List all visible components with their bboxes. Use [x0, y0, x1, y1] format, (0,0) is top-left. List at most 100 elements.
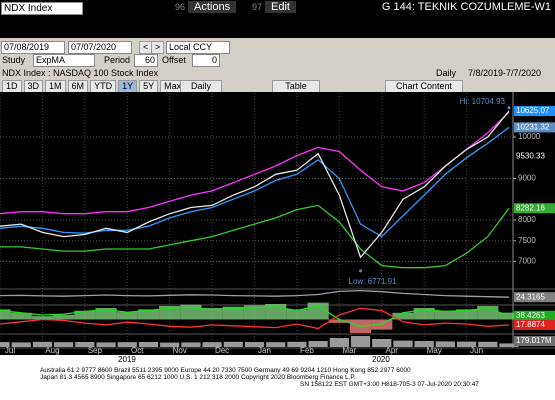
- next-button[interactable]: >: [151, 41, 165, 54]
- volume-bar: [138, 342, 159, 347]
- histogram-bar: [10, 312, 32, 320]
- footer: Australia 61 2 9777 8600 Brazil 5511 239…: [0, 355, 555, 400]
- histogram-bar: [434, 310, 456, 320]
- volume-bar: [54, 342, 74, 347]
- volume-bar: [244, 342, 265, 347]
- value-tag-label: 24.3165: [516, 292, 545, 301]
- volume-bar: [202, 342, 222, 347]
- volume-bar: [478, 341, 498, 347]
- series-line: [0, 289, 510, 298]
- year-label: 2020: [372, 355, 390, 364]
- x-tick-label: Apr: [386, 346, 399, 355]
- histogram-bar: [328, 319, 350, 323]
- value-tag-label: 8282.16: [516, 203, 545, 212]
- volume-bar: [32, 341, 53, 347]
- value-tag: [514, 336, 555, 346]
- volume-bar: [223, 341, 243, 347]
- series-line: [0, 126, 510, 238]
- offset-label: Offset: [162, 55, 186, 65]
- ticker-input[interactable]: NDX Index: [1, 2, 83, 15]
- period-label: Period: [104, 55, 131, 65]
- footer-line: Japan 81 3 4565 8900 Singapore 65 6212 1…: [40, 374, 356, 381]
- volume-bar: [308, 341, 328, 347]
- period-input[interactable]: 60: [134, 54, 158, 67]
- date-range: 7/8/2019-7/7/2020: [468, 68, 542, 78]
- histogram-bar: [286, 309, 308, 320]
- menu-number: 97: [252, 2, 263, 12]
- x-tick-label: Nov: [173, 346, 187, 355]
- volume-bar: [181, 342, 201, 347]
- value-tag: [514, 151, 555, 162]
- value-tag-label: 38.4263: [516, 311, 545, 320]
- value-tag: [514, 122, 555, 133]
- series-line: [0, 204, 510, 269]
- value-tag: [514, 203, 555, 214]
- histogram-bar: [498, 312, 520, 320]
- y-tick-label: 10000: [518, 132, 541, 141]
- actions-menu[interactable]: Actions: [188, 1, 237, 13]
- menu-number: 96: [175, 2, 186, 12]
- histogram-bar: [413, 308, 435, 320]
- volume-bar: [287, 341, 307, 347]
- value-tag-label: 179.017M: [516, 336, 552, 345]
- currency-select[interactable]: Local CCY: [166, 41, 230, 54]
- chart: 7000 7500 8000 9000 10000 Jul Aug Sep Oct Nov Dec J…: [0, 92, 555, 355]
- low-marker: [359, 269, 363, 273]
- x-tick-label: Jul: [5, 346, 15, 355]
- histogram-bar: [31, 316, 54, 320]
- histogram-bar: [95, 308, 117, 320]
- histogram-bar: [53, 314, 75, 320]
- y-tick-label: 8000: [518, 215, 536, 224]
- y-tick-label: 7500: [518, 236, 536, 245]
- volume-bar: [456, 341, 477, 347]
- study-label: Study: [2, 55, 26, 65]
- x-tick-label: Oct: [131, 346, 144, 355]
- footer-line: Australia 61 2 9777 8600 Brazil 5511 239…: [40, 367, 411, 374]
- footer-line: SN 158122 EST GMT+3:00 H818-705-3 07-Jul…: [300, 381, 479, 388]
- volume-bar: [393, 340, 413, 347]
- volume-bar: [329, 338, 349, 347]
- security-name: NDX Index : NASDAQ 100 Stock Index: [2, 68, 159, 78]
- high-label: Hi: 10704.93: [460, 97, 506, 106]
- x-tick-label: Jun: [470, 346, 483, 355]
- x-tick-label: Sep: [88, 346, 103, 355]
- value-tag-label: 10231.32: [516, 122, 550, 131]
- histogram-bar: [137, 309, 160, 320]
- x-tick-label: Feb: [300, 346, 314, 355]
- study-select[interactable]: ExpMA: [33, 54, 95, 67]
- y-tick-label: 9000: [518, 174, 536, 183]
- histogram-bar: [116, 312, 138, 320]
- frequency: Daily: [436, 68, 457, 78]
- high-marker: [507, 106, 511, 110]
- value-tag: [514, 319, 555, 330]
- volume-bar: [414, 341, 434, 347]
- value-tag: [514, 310, 555, 321]
- offset-input[interactable]: 0: [192, 54, 220, 67]
- edit-menu[interactable]: Edit: [265, 1, 296, 13]
- volume-bar: [372, 339, 392, 347]
- histogram-bar: [455, 309, 478, 320]
- x-tick-label: Mar: [342, 346, 356, 355]
- histogram-bar: [0, 309, 11, 320]
- series-line: [0, 307, 510, 330]
- value-tag-label: 17.8874: [516, 320, 545, 329]
- volume-bar: [350, 336, 371, 347]
- end-date[interactable]: 07/07/2020: [68, 41, 132, 54]
- start-date[interactable]: 07/08/2019: [1, 41, 65, 54]
- y-tick-label: 7000: [518, 257, 536, 266]
- value-tag-label: 9530.33: [516, 152, 545, 161]
- series-line: [0, 110, 510, 259]
- histogram-bar: [222, 306, 244, 320]
- series-line: [0, 305, 510, 327]
- volume-bar: [499, 343, 519, 347]
- volume-bar: [96, 342, 116, 347]
- volume-bar: [117, 342, 137, 347]
- volume-bar: [266, 342, 286, 347]
- x-tick-label: Aug: [45, 346, 59, 355]
- volume-bar: [160, 342, 180, 347]
- series-line: [0, 111, 510, 215]
- histogram-bar: [74, 310, 96, 320]
- low-label: Low: 6771.91: [349, 277, 398, 286]
- histogram-bar: [243, 305, 266, 320]
- page-title: G 144: TEKNIK COZUMLEME-W1: [381, 1, 551, 13]
